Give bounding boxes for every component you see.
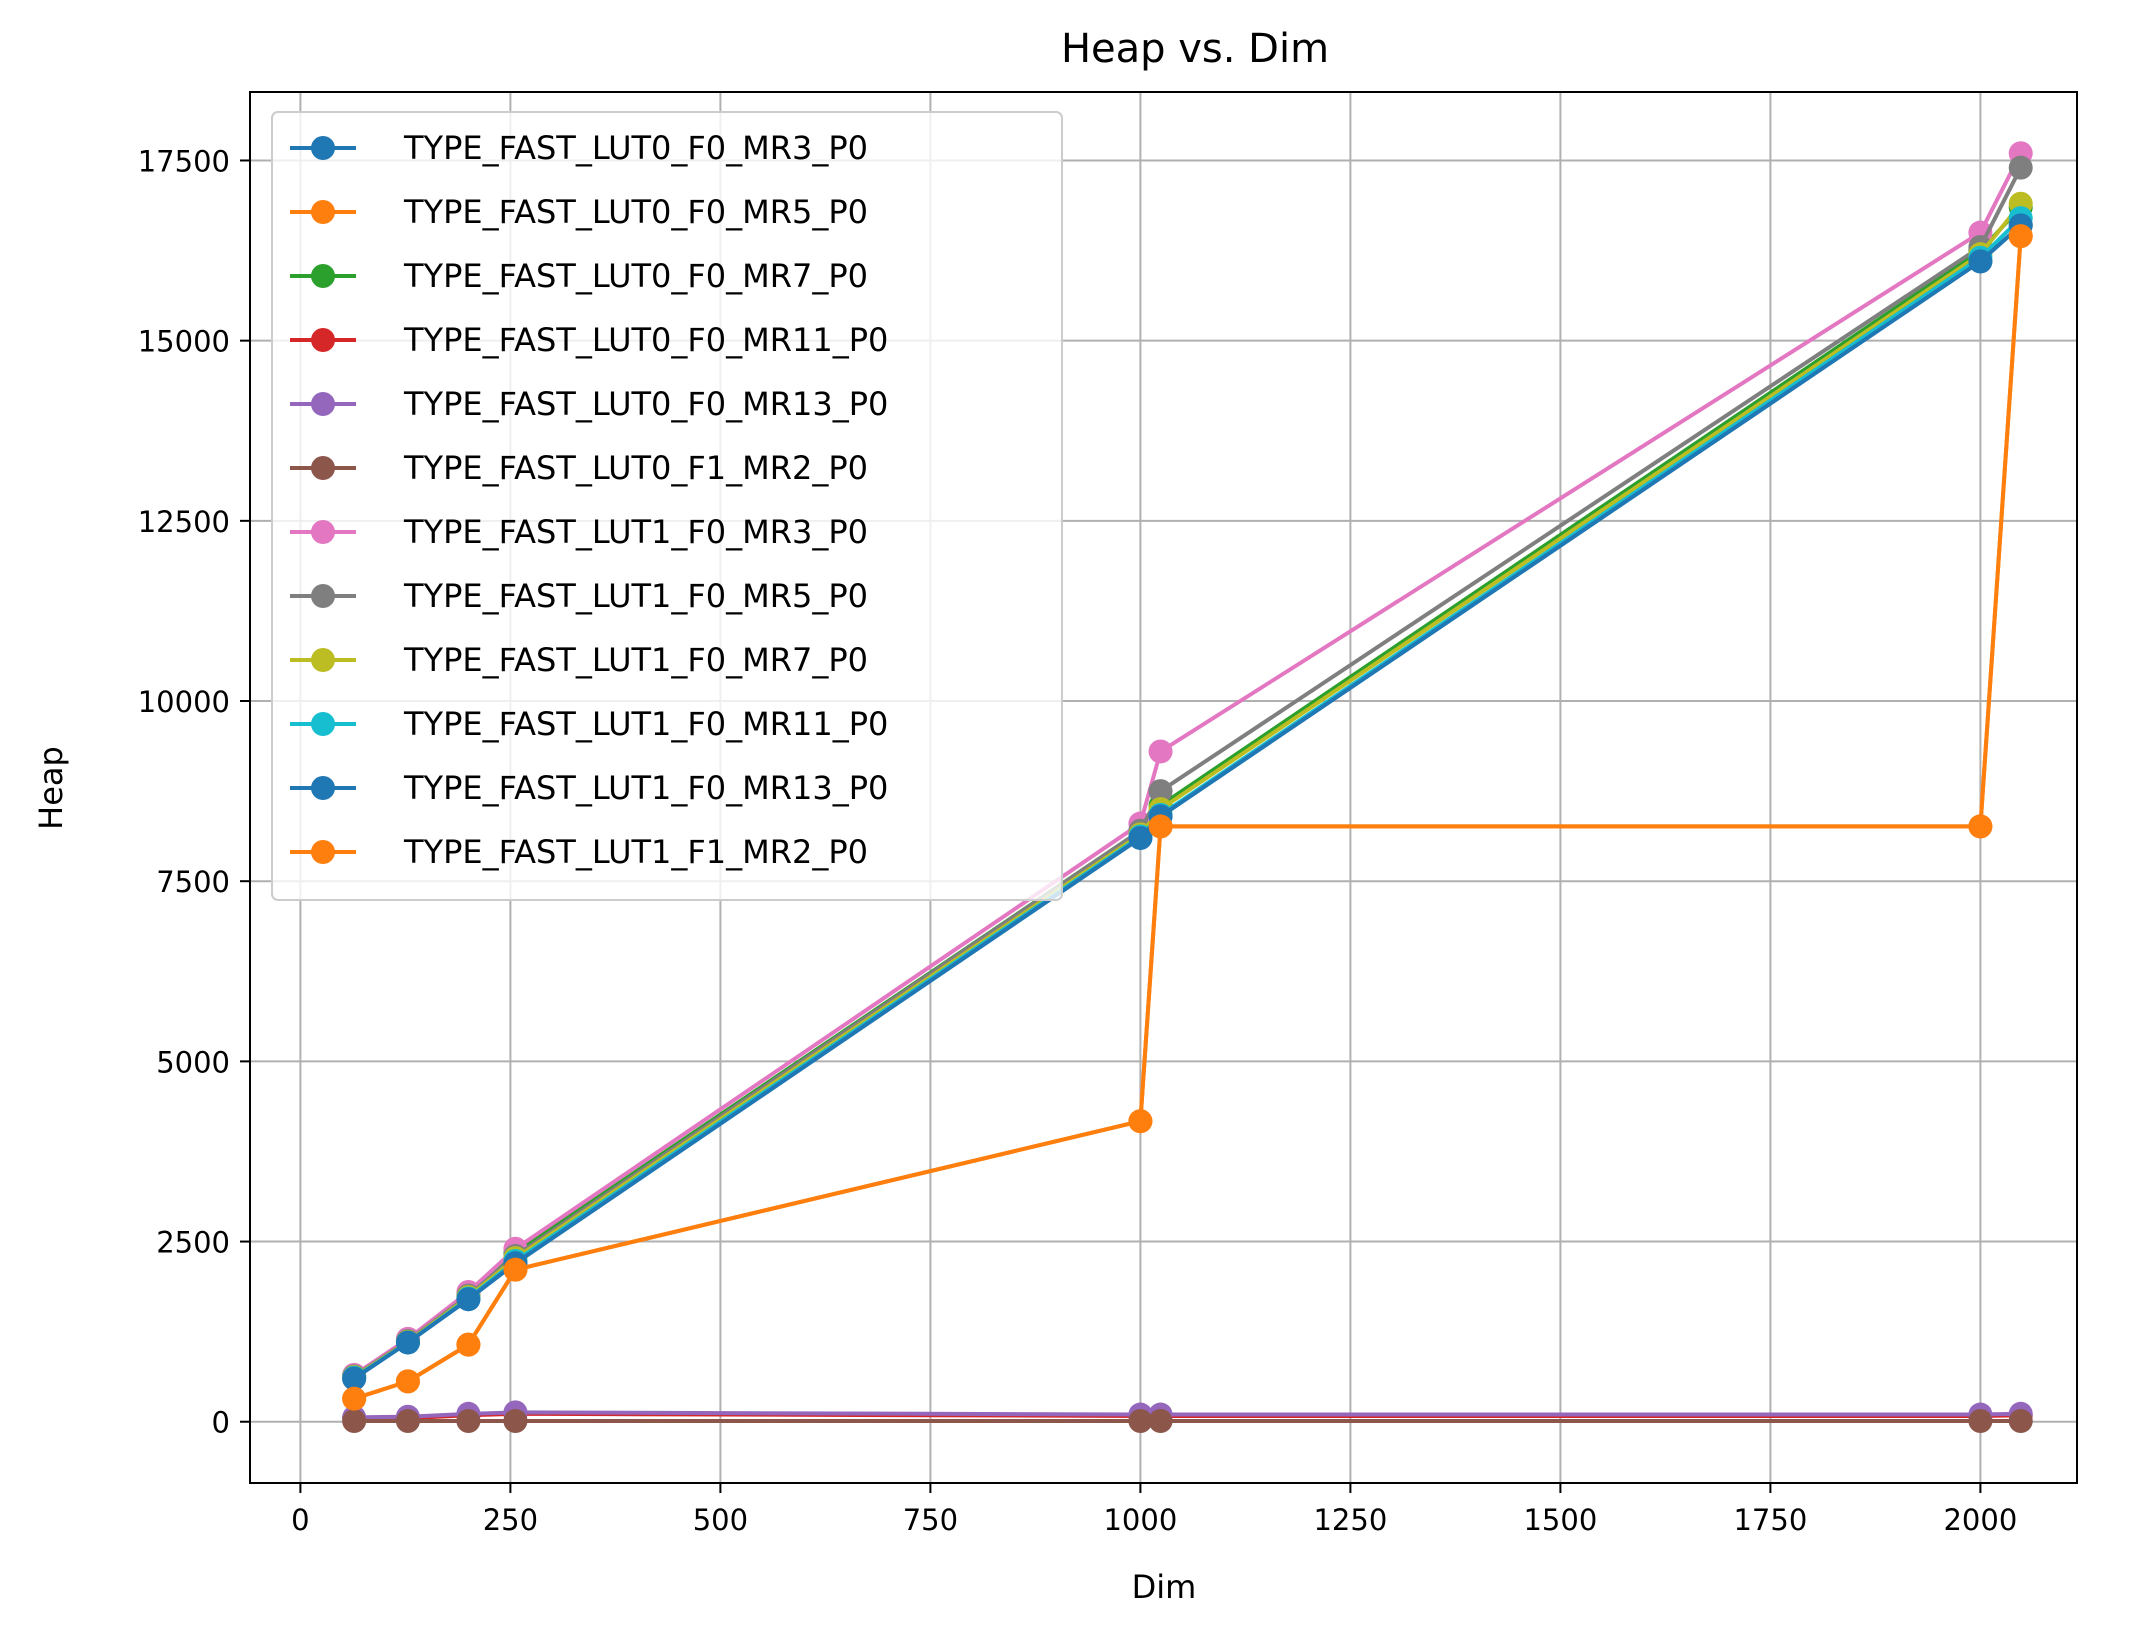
y-tick-label: 17500 [138, 144, 230, 178]
y-tick-label: 15000 [138, 325, 230, 359]
legend-label: TYPE_FAST_LUT1_F1_MR2_P0 [403, 833, 868, 871]
x-tick-label: 1750 [1733, 1503, 1807, 1537]
data-point [1128, 825, 1153, 850]
series-type-fast-lut0-f1-mr2-p0 [342, 1409, 2033, 1434]
data-point [2008, 155, 2033, 180]
x-tick-label: 2000 [1943, 1503, 2017, 1537]
y-tick-label: 5000 [156, 1045, 230, 1079]
data-point [456, 1332, 481, 1357]
ticks: 0 250 500 750 1000 1250 1500 1750 2000 0 2500 5000 7… [138, 144, 2018, 1537]
data-point [342, 1366, 367, 1391]
legend-label: TYPE_FAST_LUT0_F0_MR11_P0 [403, 321, 888, 359]
legend-marker [311, 200, 335, 224]
legend-marker [311, 328, 335, 352]
x-tick-label: 0 [291, 1503, 309, 1537]
x-tick-label: 250 [483, 1503, 538, 1537]
legend-label: TYPE_FAST_LUT0_F0_MR3_P0 [403, 129, 868, 167]
data-point [1128, 1109, 1153, 1134]
y-tick-label: 2500 [156, 1226, 230, 1260]
data-point [1148, 779, 1173, 804]
legend-label: TYPE_FAST_LUT0_F0_MR5_P0 [403, 193, 868, 231]
y-tick-label: 10000 [138, 685, 230, 719]
series-group [342, 141, 2033, 1434]
data-point [503, 1409, 528, 1434]
y-tick-label: 7500 [156, 865, 230, 899]
x-tick-label: 1000 [1103, 1503, 1177, 1537]
legend-label: TYPE_FAST_LUT1_F0_MR5_P0 [403, 577, 868, 615]
legend-label: TYPE_FAST_LUT1_F0_MR7_P0 [403, 641, 868, 679]
data-point [1148, 814, 1173, 839]
data-point [1128, 1409, 1153, 1434]
legend-label: TYPE_FAST_LUT1_F0_MR11_P0 [403, 705, 888, 743]
legend-marker [311, 264, 335, 288]
data-point [1968, 249, 1993, 274]
legend-label: TYPE_FAST_LUT0_F0_MR7_P0 [403, 257, 868, 295]
x-tick-label: 1500 [1523, 1503, 1597, 1537]
data-point [2008, 224, 2033, 249]
data-point [503, 1257, 528, 1282]
legend-marker [311, 392, 335, 416]
y-tick-label: 12500 [138, 505, 230, 539]
y-axis-label: Heap [32, 746, 70, 830]
x-tick-label: 500 [693, 1503, 748, 1537]
data-point [395, 1369, 420, 1394]
legend-label: TYPE_FAST_LUT1_F0_MR3_P0 [403, 513, 868, 551]
chart-title: Heap vs. Dim [1061, 26, 1329, 72]
legend-marker [311, 776, 335, 800]
legend-box [271, 111, 1063, 901]
legend-label: TYPE_FAST_LUT1_F0_MR13_P0 [403, 769, 888, 807]
legend-marker [311, 840, 335, 864]
data-point [456, 1409, 481, 1434]
series-type-fast-lut1-f1-mr2-p0 [342, 224, 2033, 1411]
legend-marker [311, 648, 335, 672]
data-point [1148, 1409, 1173, 1434]
y-tick-label: 0 [212, 1406, 230, 1440]
series-line [353, 223, 2023, 1381]
data-point [456, 1287, 481, 1312]
x-tick-label: 1250 [1313, 1503, 1387, 1537]
data-point [1968, 1409, 1993, 1434]
plot-frame [249, 91, 2078, 1484]
legend-marker [311, 520, 335, 544]
data-point [395, 1409, 420, 1434]
x-axis-label: Dim [1132, 1568, 1197, 1606]
legend-label: TYPE_FAST_LUT0_F1_MR2_P0 [403, 449, 868, 487]
data-point [342, 1409, 367, 1434]
data-point [342, 1386, 367, 1411]
legend-marker [311, 712, 335, 736]
legend: TYPE_FAST_LUT0_F0_MR3_P0 TYPE_FAST_LUT0_F… [271, 111, 1063, 901]
legend-marker [311, 584, 335, 608]
data-point [1148, 739, 1173, 764]
data-point [2008, 1409, 2033, 1434]
data-point [1968, 814, 1993, 839]
x-tick-label: 750 [903, 1503, 958, 1537]
data-point [395, 1330, 420, 1355]
legend-marker [311, 456, 335, 480]
legend-marker [311, 136, 335, 160]
legend-label: TYPE_FAST_LUT0_F0_MR13_P0 [403, 385, 888, 423]
